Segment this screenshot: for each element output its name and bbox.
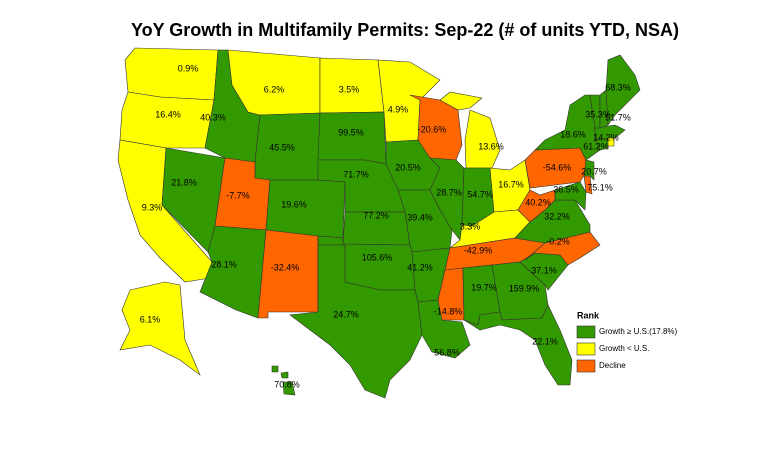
- value-label: 99.5%: [338, 127, 364, 137]
- value-label: 40.3%: [200, 112, 226, 122]
- legend-label: Decline: [599, 361, 626, 370]
- value-label: 35.3%: [585, 109, 611, 119]
- value-label: 0.9%: [178, 63, 199, 73]
- value-label: 37.1%: [531, 265, 557, 275]
- value-label: 20.5%: [395, 162, 421, 172]
- value-label: 20.7%: [581, 166, 607, 176]
- value-label: 32.2%: [544, 211, 570, 221]
- value-label: 70.8%: [274, 379, 300, 389]
- value-label: 45.5%: [269, 142, 295, 152]
- value-label: 105.6%: [362, 252, 393, 262]
- value-label: 61.2%: [583, 141, 609, 151]
- value-label: 19.6%: [281, 199, 307, 209]
- state: [594, 124, 626, 141]
- value-label: 16.7%: [498, 179, 524, 189]
- legend-title: Rank: [577, 310, 600, 320]
- value-label: 14.2%: [593, 132, 619, 142]
- value-label: 3.5%: [339, 84, 360, 94]
- state: [439, 91, 483, 111]
- value-label: 21.8%: [171, 177, 197, 187]
- value-label: 28.7%: [436, 187, 462, 197]
- value-label: 41.2%: [407, 262, 433, 272]
- value-label: -14.8%: [434, 306, 463, 316]
- value-label: -54.6%: [543, 162, 572, 172]
- value-label: -20.6%: [418, 124, 447, 134]
- value-label: -0.2%: [546, 236, 570, 246]
- value-label: -32.4%: [271, 262, 300, 272]
- value-label: 28.1%: [211, 259, 237, 269]
- value-label: 3.3%: [460, 221, 481, 231]
- state: [257, 229, 319, 319]
- value-label: 24.7%: [333, 309, 359, 319]
- value-label: 159.9%: [509, 283, 540, 293]
- state: [464, 109, 501, 169]
- value-label: 22.1%: [532, 336, 558, 346]
- map-title: YoY Growth in Multifamily Permits: Sep-2…: [131, 20, 679, 40]
- value-label: 6.2%: [264, 84, 285, 94]
- states: [117, 47, 641, 399]
- state: [317, 111, 387, 165]
- state: [554, 181, 587, 211]
- state: [280, 371, 289, 379]
- state: [463, 304, 573, 386]
- value-label: 71.7%: [343, 169, 369, 179]
- state: [289, 244, 423, 399]
- state: [282, 381, 296, 396]
- value-label: 6.1%: [140, 314, 161, 324]
- legend-label: Growth ≥ U.S.(17.8%): [599, 327, 678, 336]
- legend-swatch: [576, 325, 596, 339]
- state: [119, 281, 201, 376]
- value-label: 9.3%: [142, 202, 163, 212]
- legend: Rank Growth ≥ U.S.(17.8%) Growth < U.S. Dec…: [576, 310, 678, 373]
- labels: 0.9% 16.4% 9.3% 21.8% 40.3% 6.2% 45.5% -7.7% 28.…: [140, 63, 631, 389]
- legend-swatch: [576, 359, 596, 373]
- value-label: 18.6%: [560, 129, 586, 139]
- value-label: 39.4%: [407, 212, 433, 222]
- value-label: 36.5%: [553, 184, 579, 194]
- value-label: 54.7%: [467, 189, 493, 199]
- value-label: 68.3%: [605, 82, 631, 92]
- value-label: -7.7%: [226, 190, 250, 200]
- state: [119, 91, 215, 149]
- state: [429, 157, 465, 241]
- value-label: 75.1%: [587, 182, 613, 192]
- state: [124, 47, 219, 101]
- value-label: 16.4%: [155, 109, 181, 119]
- value-label: -42.9%: [464, 245, 493, 255]
- value-label: 19.7%: [471, 282, 497, 292]
- value-label: 51.7%: [605, 112, 631, 122]
- legend-swatch: [576, 342, 596, 356]
- state: [271, 365, 279, 373]
- state: [583, 159, 595, 181]
- value-label: 4.9%: [388, 104, 409, 114]
- value-label: 40.2%: [525, 197, 551, 207]
- value-label: 56.8%: [434, 347, 460, 357]
- state: [437, 267, 465, 321]
- value-label: 77.2%: [363, 210, 389, 220]
- value-label: 13.6%: [478, 141, 504, 151]
- legend-label: Growth < U.S.: [599, 344, 649, 353]
- state: [605, 54, 641, 126]
